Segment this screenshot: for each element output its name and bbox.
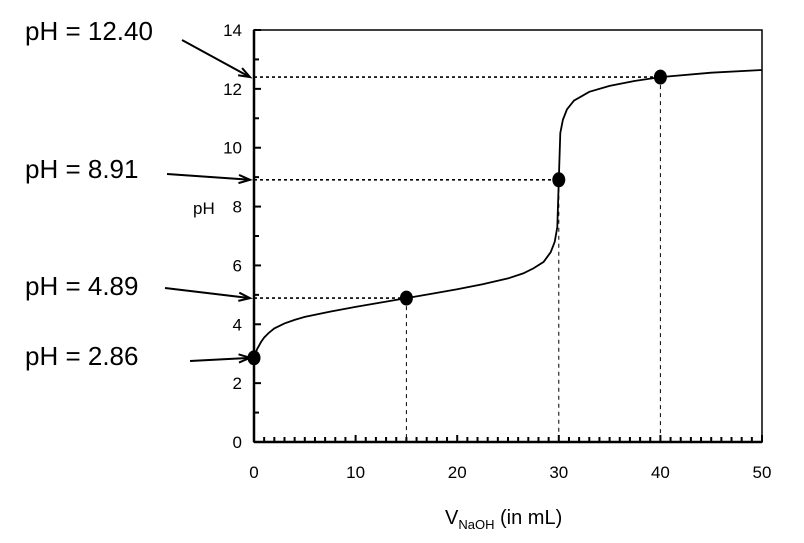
x-tick-label: 40 xyxy=(651,463,670,482)
y-tick-label: 10 xyxy=(223,139,242,158)
annotation-label: pH = 4.89 xyxy=(25,271,138,301)
data-point xyxy=(653,69,667,85)
annotation-arrow xyxy=(181,39,251,78)
y-tick-label: 12 xyxy=(223,80,242,99)
x-tick-label: 0 xyxy=(249,463,258,482)
annotations: pH = 2.86 pH = 4.89 pH = 8.91 pH = 12.40 xyxy=(25,16,253,371)
data-points xyxy=(247,69,667,366)
y-tick-label: 0 xyxy=(233,433,242,452)
data-point xyxy=(552,172,566,188)
data-point xyxy=(399,290,413,306)
y-tick-label: 2 xyxy=(233,374,242,393)
x-tick-label: 20 xyxy=(448,463,467,482)
annotation-arrow xyxy=(166,173,251,181)
data-point xyxy=(247,350,261,366)
y-tick-label: 4 xyxy=(233,315,242,334)
titration-curve xyxy=(253,69,763,359)
y-axis-label: pH xyxy=(193,199,215,218)
arrowhead-icon xyxy=(238,173,253,185)
x-axis-label: VNaOH (in mL) xyxy=(445,507,562,532)
y-tick-label: 14 xyxy=(223,21,242,40)
x-tick-label: 50 xyxy=(753,463,772,482)
y-tick-label: 6 xyxy=(233,256,242,275)
arrowhead-icon xyxy=(238,353,253,364)
arrowhead-icon xyxy=(238,291,253,302)
plot-frame xyxy=(253,29,763,443)
annotation-label: pH = 2.86 xyxy=(25,341,138,371)
annotation-arrow xyxy=(189,356,251,362)
y-tick-label: 8 xyxy=(233,198,242,217)
annotation-label: pH = 8.91 xyxy=(25,154,138,184)
arrowhead-icon xyxy=(237,67,253,79)
x-tick-label: 30 xyxy=(549,463,568,482)
guide-lines xyxy=(254,76,661,442)
x-tick-label: 10 xyxy=(346,463,365,482)
annotation-arrow xyxy=(164,287,251,300)
axes: 0 10 20 30 40 50 0 2 4 6 8 10 12 14 xyxy=(223,21,771,482)
annotation-label: pH = 12.40 xyxy=(25,16,153,46)
